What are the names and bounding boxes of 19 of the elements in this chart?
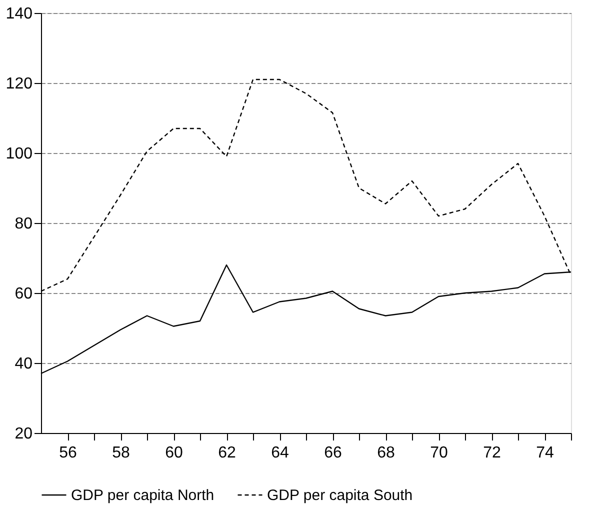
y-tick-label: 40 [14, 356, 33, 372]
y-tick-label: 100 [6, 146, 33, 162]
x-tick-label: 56 [59, 444, 77, 462]
x-tick-label: 72 [483, 444, 501, 462]
y-tick-label: 120 [6, 76, 33, 92]
x-tick-label: 64 [271, 444, 289, 462]
x-tick-label: 68 [377, 444, 395, 462]
legend-label: GDP per capita North [71, 487, 214, 504]
x-tick-label: 70 [430, 444, 448, 462]
legend-label: GDP per capita South [267, 487, 413, 504]
x-tick-label: 66 [324, 444, 342, 462]
x-tick-label: 74 [536, 444, 554, 462]
x-tick-label: 60 [165, 444, 183, 462]
y-tick-label: 20 [14, 426, 33, 442]
y-tick-label: 60 [14, 286, 33, 302]
x-tick-label: 58 [112, 444, 130, 462]
y-tick-label: 80 [14, 216, 33, 232]
y-tick-label: 140 [6, 6, 33, 22]
x-tick-label: 62 [218, 444, 236, 462]
